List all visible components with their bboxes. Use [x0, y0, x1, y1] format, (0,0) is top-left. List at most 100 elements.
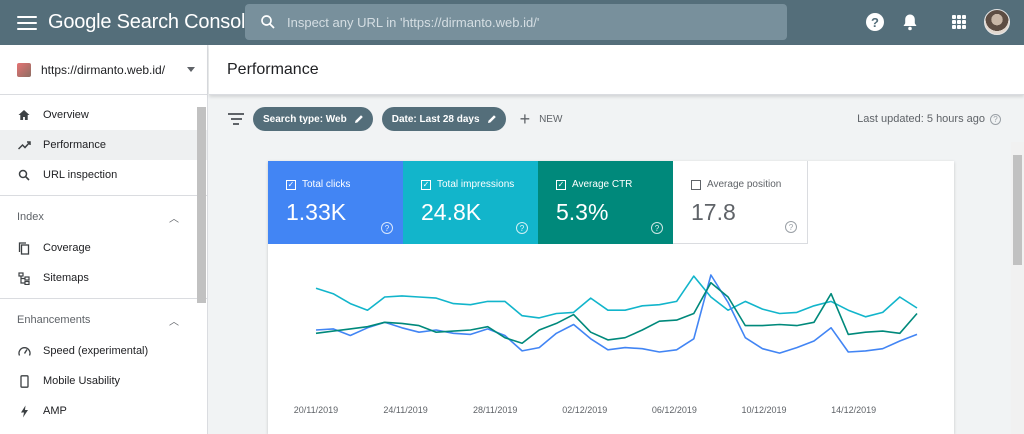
site-favicon-icon: [17, 62, 31, 77]
sidebar-item-performance[interactable]: Performance: [0, 130, 207, 160]
metric-value: 1.33K: [286, 199, 347, 225]
help-icon[interactable]: ?: [651, 222, 663, 234]
last-updated: Last updated: 5 hours ago ?: [857, 113, 1001, 125]
metric-label: Total clicks: [302, 179, 351, 190]
chip-search-type[interactable]: Search type: Web: [253, 107, 373, 131]
nav-group-index: Index ︿ Coverage Sitemaps: [0, 196, 207, 299]
section-title: Enhancements: [17, 314, 91, 326]
section-title: Index: [17, 211, 44, 223]
speedometer-icon: [17, 344, 31, 358]
top-app-bar: Google Search Console ?: [0, 0, 1024, 45]
metric-value: 24.8K: [421, 199, 482, 225]
last-updated-text: Last updated: 5 hours ago: [857, 113, 985, 125]
filter-bar: Search type: Web Date: Last 28 days + NE…: [209, 96, 1024, 142]
metric-tiles: ✓ Total clicks 1.33K ? ✓ Total impressions…: [268, 161, 954, 244]
x-tick-label: 02/12/2019: [562, 405, 607, 415]
series-line-average-ctr: [315, 281, 918, 344]
metric-value: 5.3%: [556, 199, 609, 225]
home-icon: [17, 108, 31, 122]
page-header: Performance: [209, 45, 1024, 95]
performance-line-chart: 20/11/2019 24/11/2019 28/11/2019 02/12/2019…: [294, 274, 918, 415]
account-avatar[interactable]: [984, 9, 1010, 35]
metric-tile-total-impressions[interactable]: ✓ Total impressions 24.8K ?: [403, 161, 538, 244]
section-enhancements-header[interactable]: Enhancements ︿: [0, 304, 207, 336]
search-icon: [17, 168, 31, 182]
property-selector[interactable]: https://dirmanto.web.id/: [0, 45, 207, 95]
x-tick-label: 14/12/2019: [831, 405, 876, 415]
chevron-up-icon: ︿: [169, 213, 179, 225]
sidebar-item-mobile-usability[interactable]: Mobile Usability: [0, 366, 207, 396]
sidebar-item-amp[interactable]: AMP: [0, 396, 207, 426]
top-right-actions: ?: [866, 9, 1010, 35]
sidebar-item-label: Coverage: [43, 242, 91, 254]
help-icon[interactable]: ?: [516, 222, 528, 234]
chip-label: Date: Last 28 days: [391, 113, 480, 125]
sidebar-item-label: Overview: [43, 109, 89, 121]
sidebar-item-coverage[interactable]: Coverage: [0, 233, 207, 263]
chevron-up-icon: ︿: [169, 316, 179, 328]
x-tick-label: 10/12/2019: [741, 405, 786, 415]
checkbox-checked-icon: ✓: [556, 179, 566, 190]
metric-tile-total-clicks[interactable]: ✓ Total clicks 1.33K ?: [268, 161, 403, 244]
menu-icon[interactable]: [17, 15, 37, 30]
search-icon[interactable]: [259, 13, 277, 31]
url-inspect-search: [245, 4, 787, 40]
sidebar-item-label: URL inspection: [43, 169, 118, 181]
chip-date-range[interactable]: Date: Last 28 days: [381, 107, 506, 131]
checkbox-checked-icon: ✓: [421, 179, 431, 190]
phone-icon: [17, 374, 31, 388]
series-line-total-clicks: [315, 274, 918, 354]
checkbox-checked-icon: ✓: [286, 179, 296, 190]
sidebar-item-url-inspection[interactable]: URL inspection: [0, 160, 207, 190]
metric-tile-average-position[interactable]: Average position 17.8 ?: [673, 161, 808, 244]
url-inspect-input[interactable]: [287, 14, 767, 30]
sidebar-item-label: Sitemaps: [43, 272, 89, 284]
series-line-total-impressions: [315, 275, 918, 319]
metric-label: Total impressions: [437, 179, 515, 190]
sidebar-item-label: Speed (experimental): [43, 345, 149, 357]
sidebar-item-label: Mobile Usability: [43, 375, 121, 387]
help-icon[interactable]: ?: [785, 221, 797, 233]
x-tick-label: 06/12/2019: [652, 405, 697, 415]
x-tick-label: 24/11/2019: [383, 405, 427, 415]
sidebar-scrollbar[interactable]: [197, 107, 206, 303]
chip-label: Search type: Web: [263, 113, 347, 125]
filter-icon[interactable]: [228, 113, 244, 125]
bolt-icon: [17, 404, 31, 418]
nav-group-enhancements: Enhancements ︿ Speed (experimental) Mobi…: [0, 299, 207, 431]
main-scrollbar-thumb[interactable]: [1013, 155, 1022, 265]
x-tick-label: 28/11/2019: [473, 405, 517, 415]
metric-value: 17.8: [691, 199, 736, 225]
metric-label: Average position: [707, 179, 782, 190]
metric-label: Average CTR: [572, 179, 633, 190]
notifications-bell-icon[interactable]: [902, 13, 918, 31]
edit-pencil-icon: [354, 115, 363, 123]
apps-grid-icon[interactable]: [952, 15, 966, 29]
x-tick-label: 20/11/2019: [294, 405, 338, 415]
performance-card: ✓ Total clicks 1.33K ? ✓ Total impressions…: [268, 161, 954, 434]
sidebar-item-label: Performance: [43, 139, 106, 151]
sidebar: https://dirmanto.web.id/ Overview Perfor…: [0, 45, 208, 434]
checkbox-unchecked-icon: [691, 179, 701, 190]
plus-icon: +: [519, 109, 531, 129]
section-index-header[interactable]: Index ︿: [0, 201, 207, 233]
nav-group-main: Overview Performance URL inspection: [0, 95, 207, 196]
help-icon[interactable]: ?: [381, 222, 393, 234]
sidebar-item-speed[interactable]: Speed (experimental): [0, 336, 207, 366]
sidebar-item-overview[interactable]: Overview: [0, 100, 207, 130]
sidebar-item-label: AMP: [43, 405, 67, 417]
sitemap-icon: [17, 271, 31, 285]
help-icon[interactable]: ?: [990, 113, 1001, 125]
trending-icon: [17, 138, 31, 152]
caret-down-icon: [187, 67, 195, 72]
new-button-label: NEW: [539, 113, 563, 125]
app-title[interactable]: Google Search Console: [48, 11, 257, 33]
help-icon[interactable]: ?: [866, 13, 884, 31]
page-title: Performance: [227, 60, 319, 78]
sidebar-item-sitemaps[interactable]: Sitemaps: [0, 263, 207, 293]
metric-tile-average-ctr[interactable]: ✓ Average CTR 5.3% ?: [538, 161, 673, 244]
add-filter-new-button[interactable]: + NEW: [520, 110, 563, 128]
property-url: https://dirmanto.web.id/: [41, 62, 166, 77]
edit-pencil-icon: [487, 115, 496, 123]
copy-icon: [17, 241, 31, 255]
